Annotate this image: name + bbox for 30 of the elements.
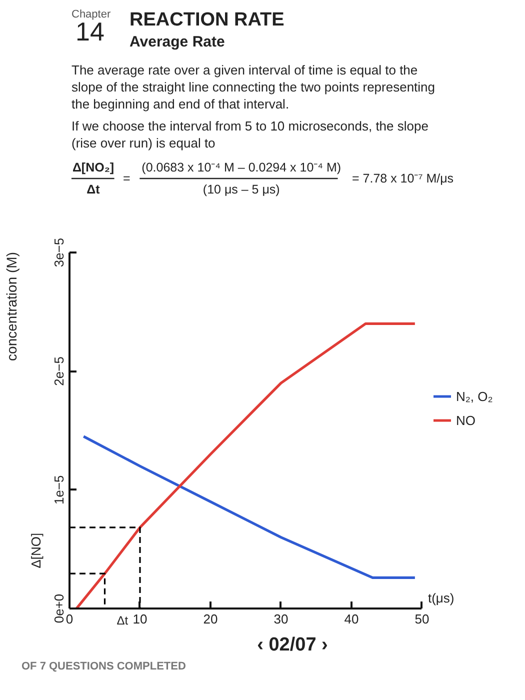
x-tick-label: 50 [414,612,430,626]
text: The average rate over a given interval of time is equal to the slope of the straight line connecting the two points representing the beginning and end of that interval. [72,62,436,112]
text: OF 7 QUESTIONS COMPLETED [22,660,186,672]
text: (0.0683 x 10⁻⁴ M – 0.0294 x 10⁻⁴ M) [142,160,342,174]
text: Δ[NO₂] [72,160,114,174]
text: = 7.78 x 10⁻⁷ M/μs [352,172,454,186]
line-series [75,322,416,608]
text: = [123,172,130,186]
legend-label: NO [456,412,476,428]
y-tick-label: 3e−5 [52,238,66,268]
text: (10 μs – 5 μs) [202,182,280,196]
y-tick-label: 1e−5 [52,475,66,504]
legend-label: N₂, O₂ [456,388,493,404]
y-tick-label: 2e−5 [52,356,66,386]
x-tick-label: 10 [132,612,148,626]
x-tick-label: 20 [203,612,218,626]
text: Δt [116,614,129,628]
text: If we choose the interval from 5 to 10 microseconds, the slope (rise over run) is equal to [72,118,428,150]
y-axis-title: concentration (M) [4,252,20,361]
chart-title: REACTION RATE [130,10,284,30]
text: Δt [86,182,101,196]
x-axis-title: t(μs) [428,590,454,606]
y-tick-label: 0e+0 [52,594,66,624]
x-tick-label: 40 [344,612,359,626]
line-series [82,435,416,579]
text: ‹ 02/07 › [257,634,328,656]
chart-subtitle: Average Rate [130,34,225,50]
x-tick-label: 30 [274,612,288,626]
text: Δ[NO] [28,532,44,568]
x-tick-label: 0 [66,612,74,626]
